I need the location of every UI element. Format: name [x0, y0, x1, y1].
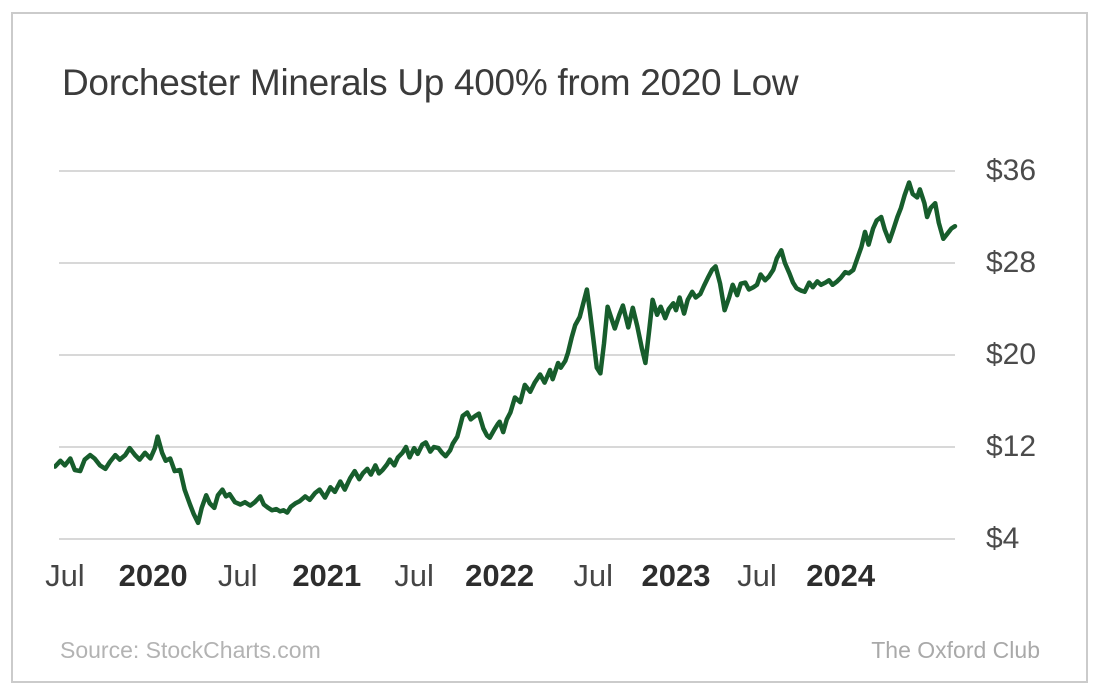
x-axis-tick-label: 2022 [465, 558, 535, 593]
x-axis-tick-label: Jul [45, 558, 85, 593]
chart-title: Dorchester Minerals Up 400% from 2020 Lo… [62, 62, 799, 103]
x-axis-tick-label: 2021 [292, 558, 362, 593]
gridline [59, 354, 955, 356]
x-axis-tick-label: Jul [217, 558, 258, 593]
y-axis-tick-label: $12 [986, 430, 1037, 463]
gridline [59, 170, 955, 172]
x-axis-tick-label: Jul [394, 558, 434, 593]
x-axis-tick-label: 2024 [806, 558, 876, 593]
price-line-chart [54, 180, 958, 526]
y-axis-tick-label: $36 [986, 154, 1037, 187]
gridline [59, 538, 955, 540]
x-axis-tick-label: Jul [737, 558, 777, 593]
y-axis-tick-label: $4 [986, 522, 1020, 555]
y-axis-tick-label: $28 [986, 246, 1037, 279]
price-line [54, 180, 958, 526]
source-credit: Source: StockCharts.com [60, 637, 321, 663]
gridline [59, 262, 955, 264]
x-axis-tick-label: Jul [573, 558, 614, 593]
chart-frame [11, 12, 1088, 683]
publisher-credit: The Oxford Club [871, 637, 1040, 663]
gridline [59, 446, 955, 448]
y-axis-tick-label: $20 [986, 338, 1037, 371]
x-axis-tick-label: 2023 [641, 558, 711, 593]
x-axis-tick-label: 2020 [118, 558, 188, 593]
